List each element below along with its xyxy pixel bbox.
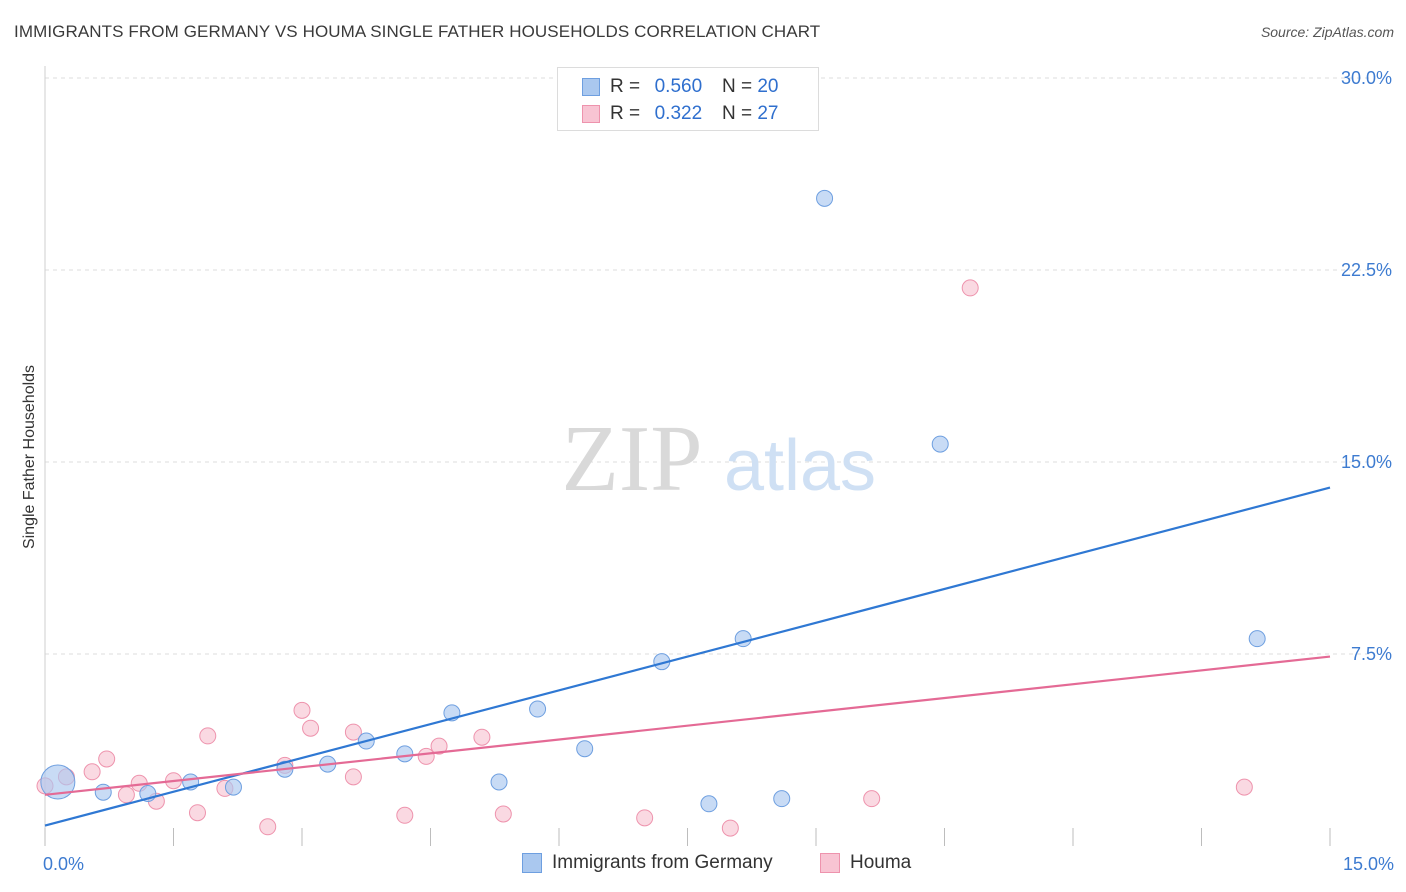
- points-layer: [36, 189, 1266, 837]
- stats-row-germany: R = 0.560 N = 20: [582, 76, 778, 98]
- trend-layer: [44, 486, 1331, 827]
- n-value: 27: [757, 103, 779, 124]
- germany-point: [1248, 630, 1266, 648]
- germany-point: [700, 795, 718, 813]
- germany-trend-line: [44, 486, 1331, 827]
- r-value: 0.322: [654, 103, 703, 124]
- houma-point: [293, 701, 311, 719]
- germany-point: [490, 773, 508, 791]
- germany-point: [816, 189, 834, 207]
- germany-point: [773, 790, 791, 808]
- germany-point: [40, 764, 76, 800]
- y-tick-label: 30.0%: [1341, 68, 1392, 88]
- houma-point: [259, 818, 277, 836]
- houma-point: [417, 747, 435, 765]
- x-tick-label: 0.0%: [43, 854, 84, 874]
- houma-trend-line: [44, 655, 1331, 796]
- houma-point: [302, 719, 320, 737]
- n-value: 20: [757, 76, 779, 97]
- germany-point: [529, 700, 547, 718]
- houma-point: [863, 790, 881, 808]
- source-label: Source: ZipAtlas.com: [1260, 24, 1394, 40]
- houma-point: [430, 737, 448, 755]
- germany-point: [931, 435, 949, 453]
- stats-legend: R = 0.560 N = 20 R = 0.322 N = 27: [557, 67, 819, 131]
- legend-item-houma[interactable]: Houma: [820, 852, 911, 874]
- series-legend: Immigrants from Germany Houma: [0, 852, 1406, 878]
- houma-point: [961, 279, 979, 297]
- x-tick-label: 15.0%: [1343, 854, 1394, 874]
- legend-label-houma: Houma: [850, 852, 912, 873]
- germany-swatch: [582, 78, 600, 96]
- y-tick-label: 22.5%: [1341, 260, 1392, 280]
- legend-item-germany[interactable]: Immigrants from Germany: [522, 852, 773, 874]
- grid-layer: [45, 77, 1370, 655]
- houma-point: [188, 804, 206, 822]
- houma-point: [473, 728, 491, 746]
- houma-legend-swatch: [820, 853, 840, 873]
- r-label: R =: [610, 76, 641, 97]
- houma-point: [344, 768, 362, 786]
- houma-point: [83, 763, 101, 781]
- houma-point: [98, 750, 116, 768]
- watermark-atlas: atlas: [724, 426, 876, 506]
- y-tick-label: 7.5%: [1351, 644, 1392, 664]
- germany-point: [224, 778, 242, 796]
- stats-row-houma: R = 0.322 N = 27: [582, 103, 778, 125]
- houma-point: [721, 819, 739, 837]
- chart-title: IMMIGRANTS FROM GERMANY VS HOUMA SINGLE …: [14, 22, 821, 41]
- germany-point: [94, 783, 112, 801]
- houma-point: [494, 805, 512, 823]
- houma-point: [117, 786, 135, 804]
- germany-legend-swatch: [522, 853, 542, 873]
- houma-point: [1235, 778, 1253, 796]
- houma-point: [344, 723, 362, 741]
- germany-point: [396, 745, 414, 763]
- r-label: R =: [610, 103, 641, 124]
- houma-point: [396, 806, 414, 824]
- houma-swatch: [582, 105, 600, 123]
- houma-point: [199, 727, 217, 745]
- watermark-zip: ZIP: [562, 407, 703, 511]
- houma-point: [636, 809, 654, 827]
- r-value: 0.560: [654, 76, 703, 97]
- n-label: N =: [721, 76, 753, 97]
- legend-label-germany: Immigrants from Germany: [552, 852, 773, 873]
- y-tick-label: 15.0%: [1341, 452, 1392, 472]
- axis-layer: 7.5% 15.0% 22.5% 30.0% 0.0% 15.0%: [43, 66, 1394, 874]
- n-label: N =: [721, 103, 753, 124]
- germany-point: [576, 740, 594, 758]
